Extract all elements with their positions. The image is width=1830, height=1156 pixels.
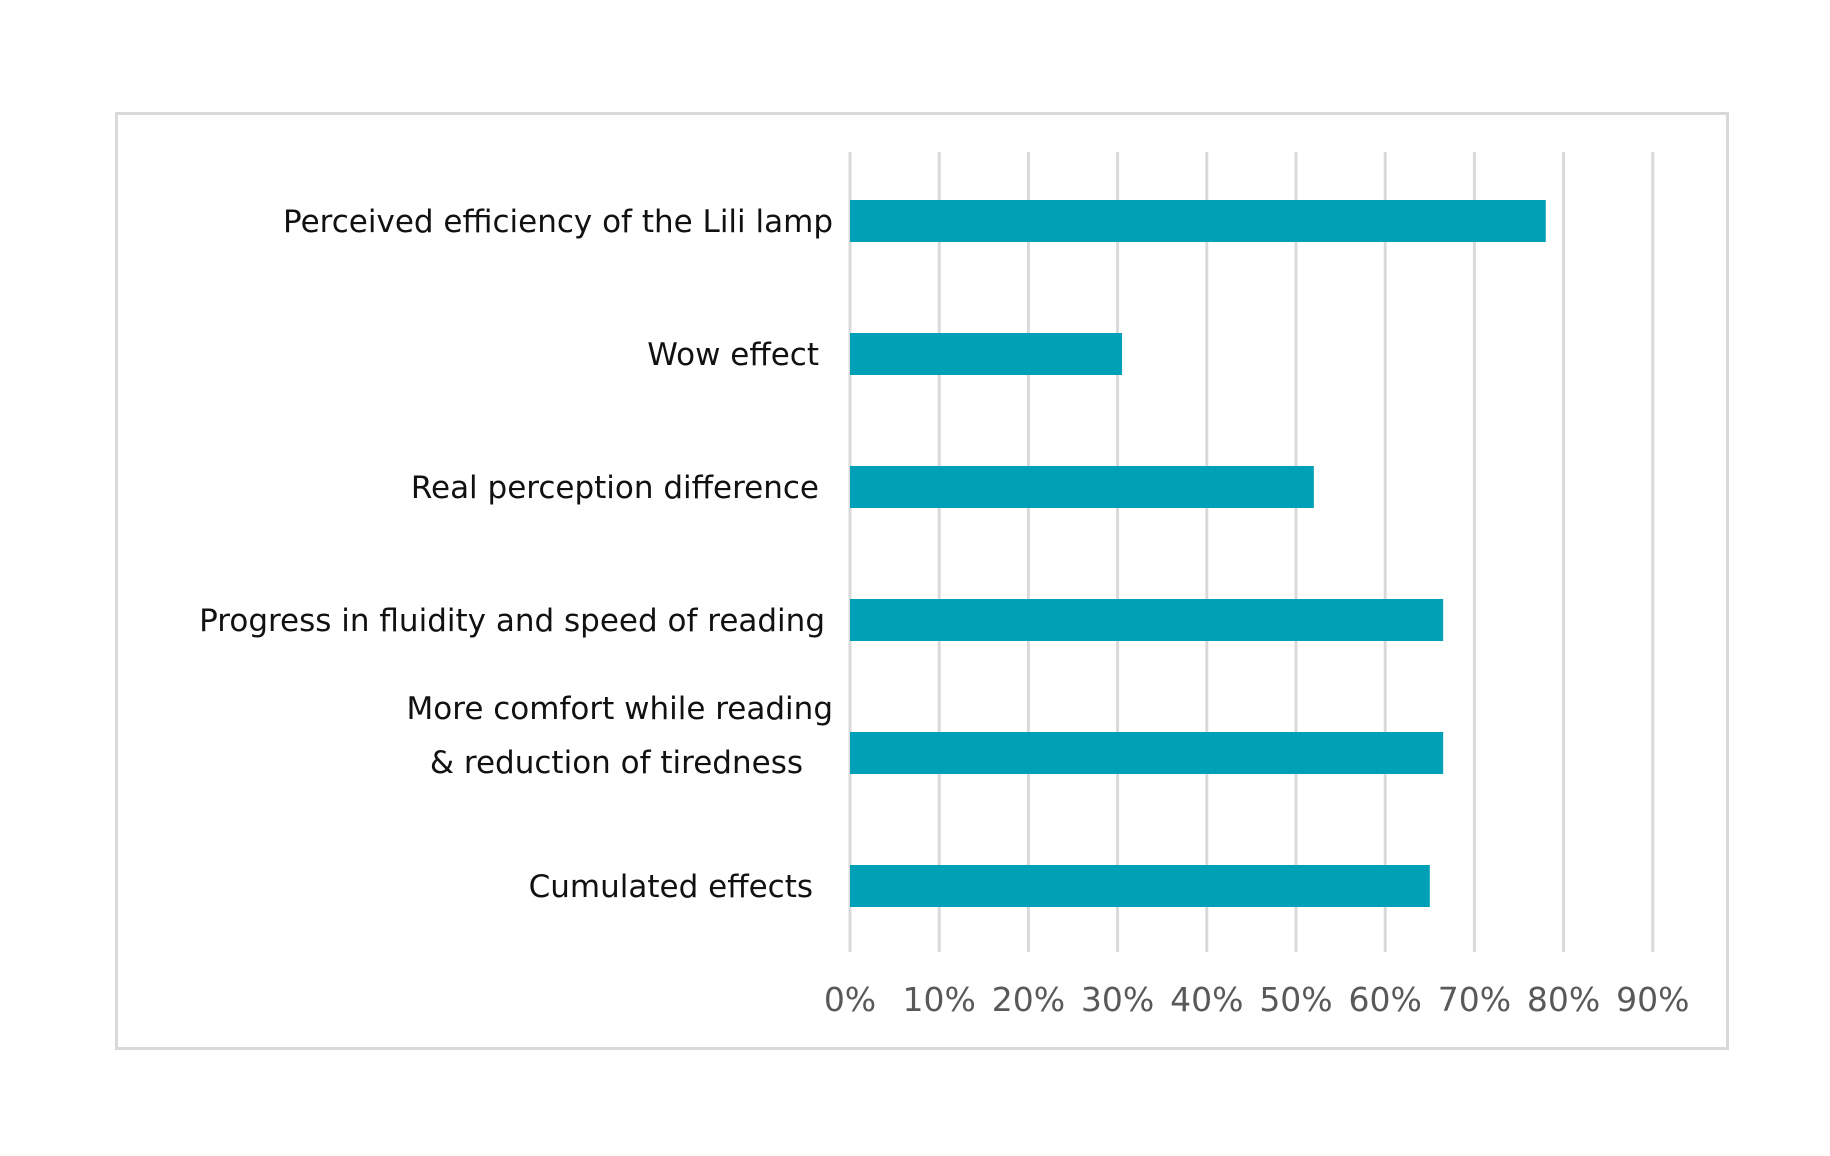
x-tick-label: 40% bbox=[1170, 980, 1243, 1019]
x-tick-label: 80% bbox=[1527, 980, 1600, 1019]
category-labels: Perceived efficiency of the Lili lamp Wow… bbox=[199, 204, 833, 905]
x-axis-tick-labels: 0% 10% 20% 30% 40% 50% 60% 70% 80% 90% bbox=[824, 980, 1690, 1019]
category-label: Cumulated effects bbox=[529, 869, 813, 905]
category-label-line: Progress in fluidity and speed of readin… bbox=[199, 603, 825, 639]
bar bbox=[850, 466, 1314, 508]
x-tick-label: 50% bbox=[1259, 980, 1332, 1019]
category-label-line: More comfort while reading bbox=[407, 691, 833, 727]
category-label-line: Wow effect bbox=[647, 337, 819, 373]
bar bbox=[850, 333, 1123, 375]
category-label: More comfort while reading & reduction of… bbox=[407, 691, 833, 781]
bar bbox=[850, 200, 1546, 242]
x-tick-label: 10% bbox=[903, 980, 976, 1019]
bars bbox=[850, 200, 1546, 907]
x-tick-label: 60% bbox=[1349, 980, 1422, 1019]
category-label-line: & reduction of tiredness bbox=[430, 745, 803, 781]
category-label-line: Perceived efficiency of the Lili lamp bbox=[283, 204, 833, 240]
x-tick-label: 90% bbox=[1616, 980, 1689, 1019]
category-label: Progress in fluidity and speed of readin… bbox=[199, 603, 825, 639]
x-tick-label: 30% bbox=[1081, 980, 1154, 1019]
bar bbox=[850, 599, 1444, 641]
category-label-line: Cumulated effects bbox=[529, 869, 813, 905]
gridlines bbox=[848, 152, 1655, 952]
x-tick-label: 20% bbox=[992, 980, 1065, 1019]
category-label: Wow effect bbox=[647, 337, 819, 373]
x-tick-label: 0% bbox=[824, 980, 876, 1019]
bar bbox=[850, 865, 1430, 907]
x-tick-label: 70% bbox=[1438, 980, 1511, 1019]
category-label: Real perception difference bbox=[411, 470, 819, 506]
category-label-line: Real perception difference bbox=[411, 470, 819, 506]
bar bbox=[850, 732, 1444, 774]
category-label: Perceived efficiency of the Lili lamp bbox=[283, 204, 833, 240]
